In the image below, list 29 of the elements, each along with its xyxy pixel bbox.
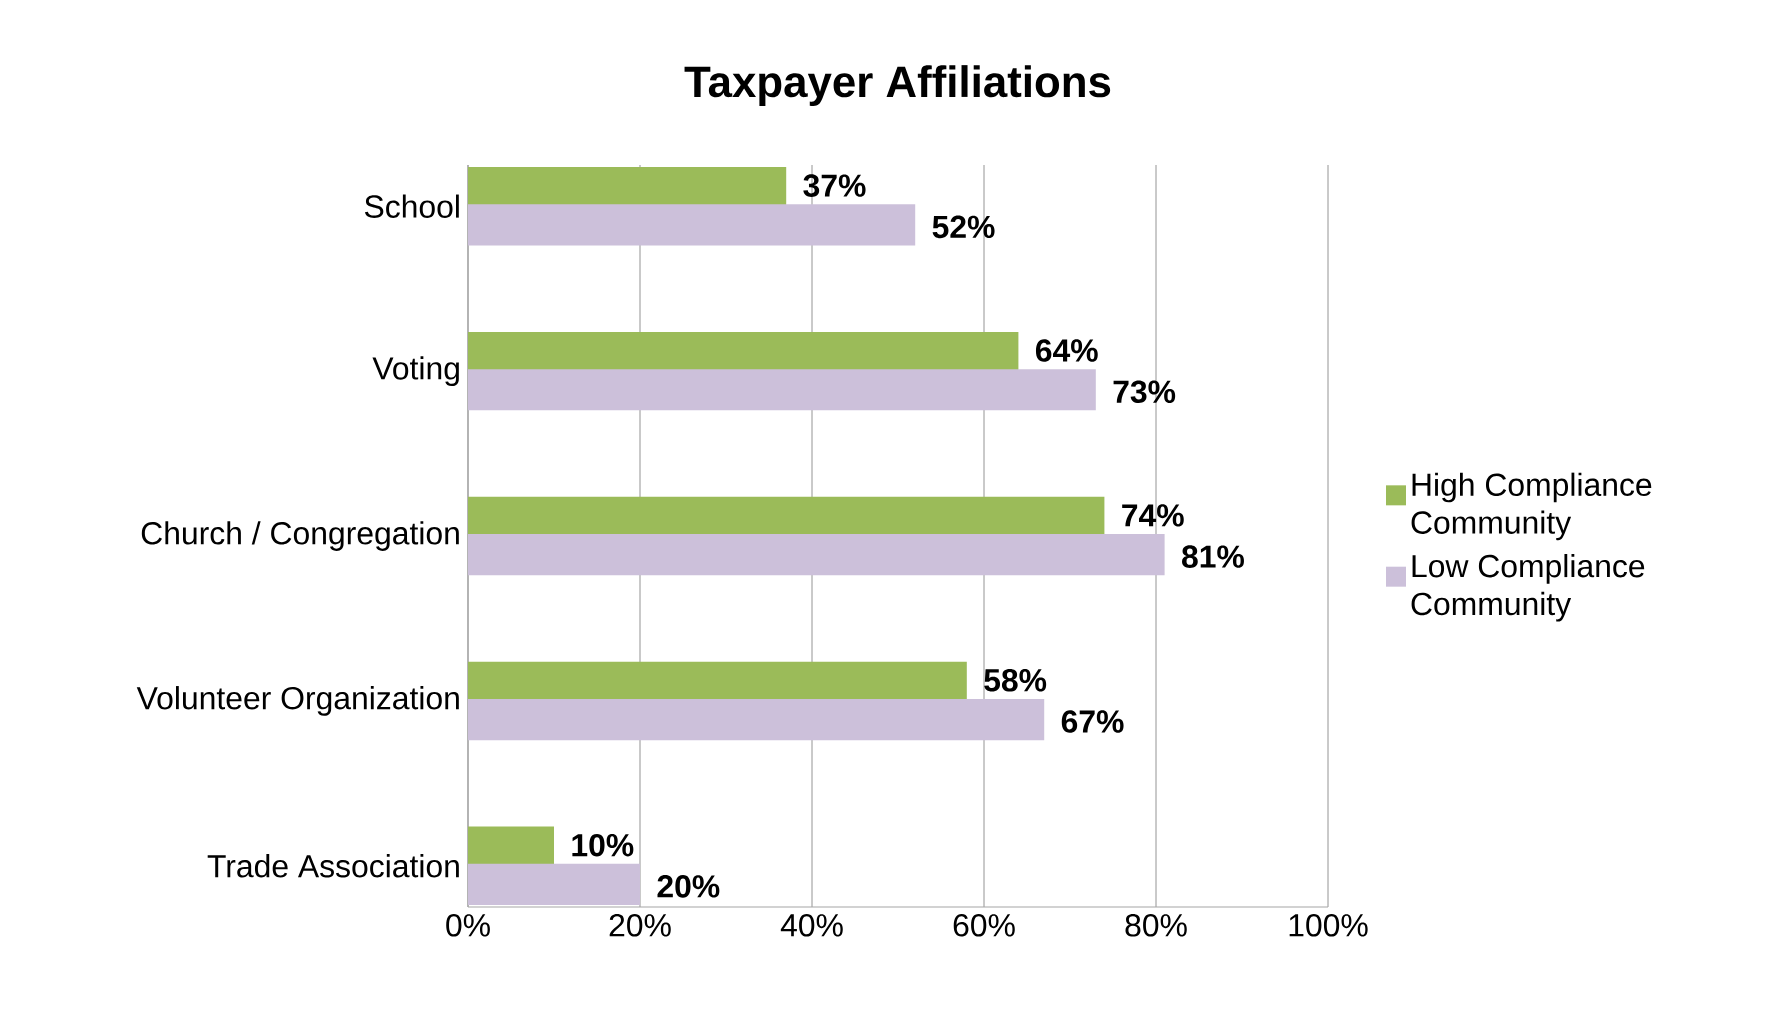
bar [468,204,916,246]
chart-title: Taxpayer Affiliations [684,65,1111,107]
x-tick-label: 40% [780,914,843,937]
data-label: 73% [1113,380,1176,404]
data-label: 74% [1122,504,1184,527]
y-tick-label: Trade Association [207,854,459,878]
data-label: 58% [984,669,1047,692]
y-tick-label: Voting [372,356,459,386]
y-tick-label: Church / Congregation [141,521,459,551]
data-label: 52% [932,215,995,239]
y-tick-label: School [364,194,459,218]
data-label: 10% [572,833,634,857]
bar [468,369,1096,411]
bar [468,534,1165,576]
data-label: 67% [1061,710,1124,733]
x-tick-label: 60% [953,914,1015,937]
data-label: 64% [1035,339,1098,362]
y-tick-label: Volunteer Organization [136,686,459,716]
bar [468,863,640,906]
x-tick-label: 0% [446,914,490,937]
legend-label: High Compliance Community [1411,472,1652,541]
x-tick-label: 20% [609,914,671,937]
x-tick-label: 100% [1289,914,1368,937]
bar [468,698,1045,741]
data-label: 81% [1182,545,1244,568]
legend-label: Low Compliance Community [1411,554,1645,622]
x-tick-label: 80% [1125,914,1187,937]
data-label: 37% [803,174,866,197]
data-label: 20% [657,875,720,898]
